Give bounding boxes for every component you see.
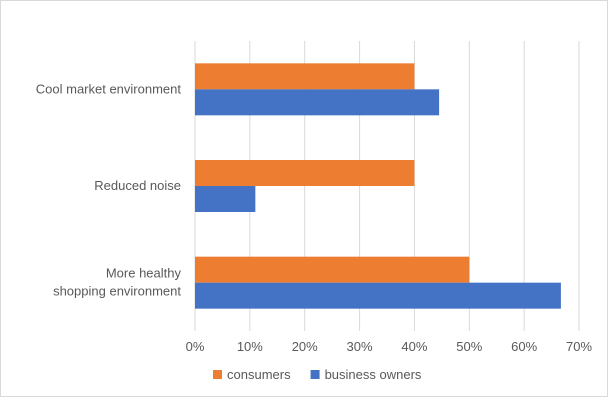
bar-business-owners-0 <box>195 89 440 116</box>
category-label: Reduced noise <box>94 178 181 193</box>
x-tick-label: 70% <box>566 339 592 354</box>
x-axis-tick-labels: 0% 10% 20% 30% 40% 50% 60% 70% <box>186 339 593 354</box>
category-label-line: Cool market environment <box>36 81 182 96</box>
x-tick-label: 50% <box>456 339 482 354</box>
bar-consumers-2 <box>195 256 470 283</box>
x-tick-label: 60% <box>511 339 537 354</box>
x-tick-label: 30% <box>347 339 373 354</box>
category-label-line: More healthy <box>106 266 182 281</box>
x-tick-label: 20% <box>292 339 318 354</box>
legend-swatch-business-owners <box>310 370 320 379</box>
x-tick-label: 40% <box>401 339 427 354</box>
bar-business-owners-1 <box>195 186 256 212</box>
bar-consumers-0 <box>195 63 415 90</box>
x-tick-label: 0% <box>186 339 205 354</box>
category-label: More healthy shopping environment <box>53 266 181 299</box>
legend-label-consumers: consumers <box>227 367 291 382</box>
category-label-line: Reduced noise <box>94 178 181 193</box>
bar-consumers-1 <box>195 160 415 186</box>
legend-swatch-consumers <box>213 370 222 379</box>
category-label-line: shopping environment <box>53 284 181 299</box>
x-tick-label: 10% <box>237 339 263 354</box>
category-labels: Cool market environment Reduced noise More… <box>36 81 182 298</box>
bars <box>195 63 561 309</box>
legend-label-business-owners: business owners <box>325 367 422 382</box>
legend: consumers business owners <box>213 367 422 382</box>
bar-business-owners-2 <box>195 282 561 309</box>
category-label: Cool market environment <box>36 81 182 96</box>
